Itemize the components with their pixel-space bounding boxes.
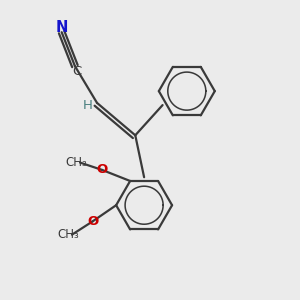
Text: C: C (73, 65, 82, 78)
Text: O: O (87, 215, 98, 228)
Text: CH₃: CH₃ (65, 156, 87, 169)
Text: H: H (82, 99, 92, 112)
Text: CH₃: CH₃ (57, 228, 79, 241)
Text: N: N (56, 20, 68, 35)
Text: O: O (97, 164, 108, 176)
